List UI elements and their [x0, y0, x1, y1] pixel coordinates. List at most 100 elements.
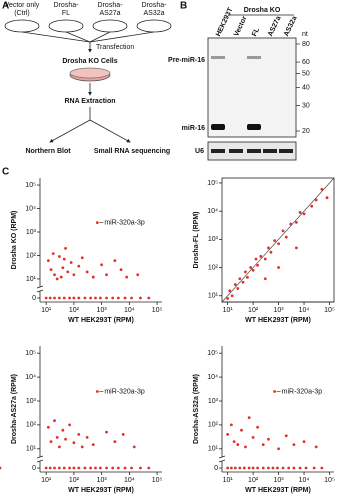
- point: [68, 466, 71, 470]
- annotation: miR-320a-3p: [104, 220, 145, 227]
- x-axis-label: WT HEK293T (RPM): [68, 487, 134, 494]
- band-label: Pre-miR-16: [168, 57, 205, 64]
- point: [113, 259, 117, 263]
- lane-label: Vector: [233, 15, 249, 38]
- point: [116, 296, 120, 300]
- x-axis-label: WT HEK293T (RPM): [245, 317, 311, 324]
- point: [49, 268, 53, 271]
- point: [236, 443, 240, 446]
- construct-label: Drosha-AS32a: [141, 2, 167, 17]
- point: [105, 273, 108, 277]
- point: [251, 436, 255, 439]
- point: [123, 296, 127, 300]
- point: [312, 466, 316, 470]
- point: [80, 445, 84, 449]
- size-unit: nt: [302, 31, 308, 38]
- point: [72, 466, 76, 470]
- point: [277, 266, 280, 269]
- x-tick-label: 10³: [97, 477, 108, 484]
- point: [80, 256, 84, 260]
- point: [139, 466, 142, 470]
- panel-label: A: [2, 1, 9, 12]
- point: [263, 257, 267, 261]
- size-label: 60: [302, 59, 310, 66]
- x-tick-label: 10⁴: [299, 477, 310, 484]
- point: [62, 257, 66, 261]
- point: [113, 440, 117, 444]
- point: [53, 466, 56, 470]
- point: [53, 296, 56, 300]
- point: [98, 296, 102, 300]
- point: [83, 296, 87, 300]
- point: [147, 466, 151, 470]
- y-tick-label: 0: [32, 295, 36, 302]
- point: [246, 275, 249, 279]
- point: [298, 211, 302, 214]
- step: Transfection: [96, 44, 134, 51]
- point: [49, 440, 53, 444]
- point: [139, 296, 142, 300]
- x-tick-label: 10²: [248, 477, 259, 484]
- x-tick-label: 10⁵: [324, 307, 335, 314]
- point: [273, 390, 277, 393]
- x-tick-label: 10¹: [41, 307, 52, 314]
- point: [111, 466, 115, 470]
- point: [228, 289, 232, 293]
- point: [284, 235, 288, 239]
- point: [267, 246, 270, 250]
- x-tick-label: 10³: [274, 477, 285, 484]
- point: [292, 466, 296, 470]
- point: [59, 275, 63, 279]
- point: [48, 296, 52, 300]
- y-tick-label: 10²: [208, 264, 219, 271]
- point: [236, 287, 240, 290]
- y-tick-label: 10³: [26, 229, 37, 236]
- point: [230, 294, 234, 298]
- x-tick-label: 10⁵: [152, 307, 163, 314]
- point: [77, 433, 81, 436]
- step: RNA Extraction: [64, 98, 115, 105]
- x-tick-label: 10¹: [41, 477, 52, 484]
- point: [105, 466, 108, 470]
- point: [57, 466, 61, 470]
- point: [256, 466, 260, 470]
- panel-label: C: [2, 167, 9, 178]
- x-tick-label: 10²: [69, 307, 80, 314]
- point: [130, 466, 133, 470]
- point: [77, 296, 81, 300]
- band-label: miR-16: [182, 125, 205, 132]
- y-tick-label: 10⁵: [207, 180, 218, 187]
- point: [281, 466, 285, 470]
- point: [57, 296, 61, 300]
- point: [95, 221, 99, 225]
- y-tick-label: 10⁵: [25, 182, 36, 189]
- point: [226, 297, 230, 300]
- panel-label: B: [180, 1, 187, 12]
- lane-label: FL: [251, 26, 261, 37]
- x-tick-label: 10⁴: [124, 307, 135, 314]
- point: [277, 447, 280, 451]
- point: [95, 390, 99, 393]
- point: [61, 266, 65, 270]
- point: [233, 283, 237, 286]
- lane-label: AS27a: [267, 15, 282, 37]
- size-label: 20: [302, 128, 310, 135]
- construct-label: Vector only (Ctrl): [4, 2, 40, 17]
- point: [251, 268, 255, 272]
- x-tick-label: 10⁴: [299, 307, 310, 314]
- x-tick-label: 10³: [274, 307, 285, 314]
- point: [287, 466, 291, 470]
- point: [55, 277, 59, 281]
- point: [281, 229, 285, 233]
- point: [94, 296, 97, 300]
- step: Drosha KO Cells: [62, 58, 117, 65]
- point: [294, 220, 298, 224]
- point: [298, 466, 302, 470]
- x-tick-label: 10³: [97, 307, 108, 314]
- axis-break: [218, 459, 226, 463]
- point: [121, 433, 125, 436]
- point: [229, 466, 233, 470]
- point: [0, 466, 2, 470]
- x-tick-label: 10¹: [223, 307, 234, 314]
- point: [147, 296, 151, 300]
